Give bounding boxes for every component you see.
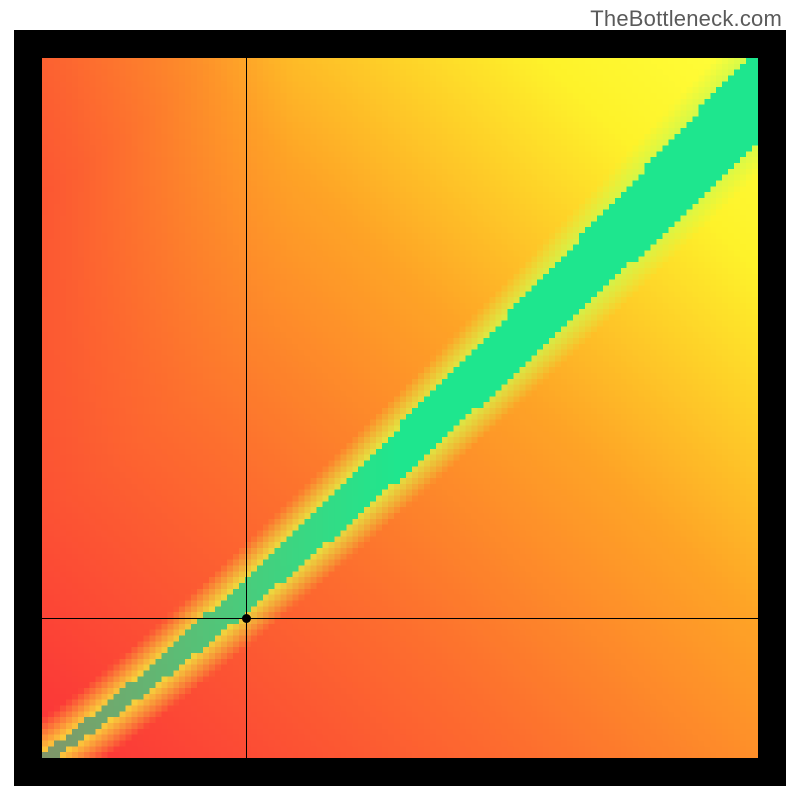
chart-plot-area xyxy=(42,58,758,758)
crosshair-vertical xyxy=(246,58,247,758)
bottleneck-heatmap xyxy=(42,58,758,758)
crosshair-marker xyxy=(242,614,251,623)
watermark-text: TheBottleneck.com xyxy=(590,6,782,32)
crosshair-horizontal xyxy=(42,618,758,619)
